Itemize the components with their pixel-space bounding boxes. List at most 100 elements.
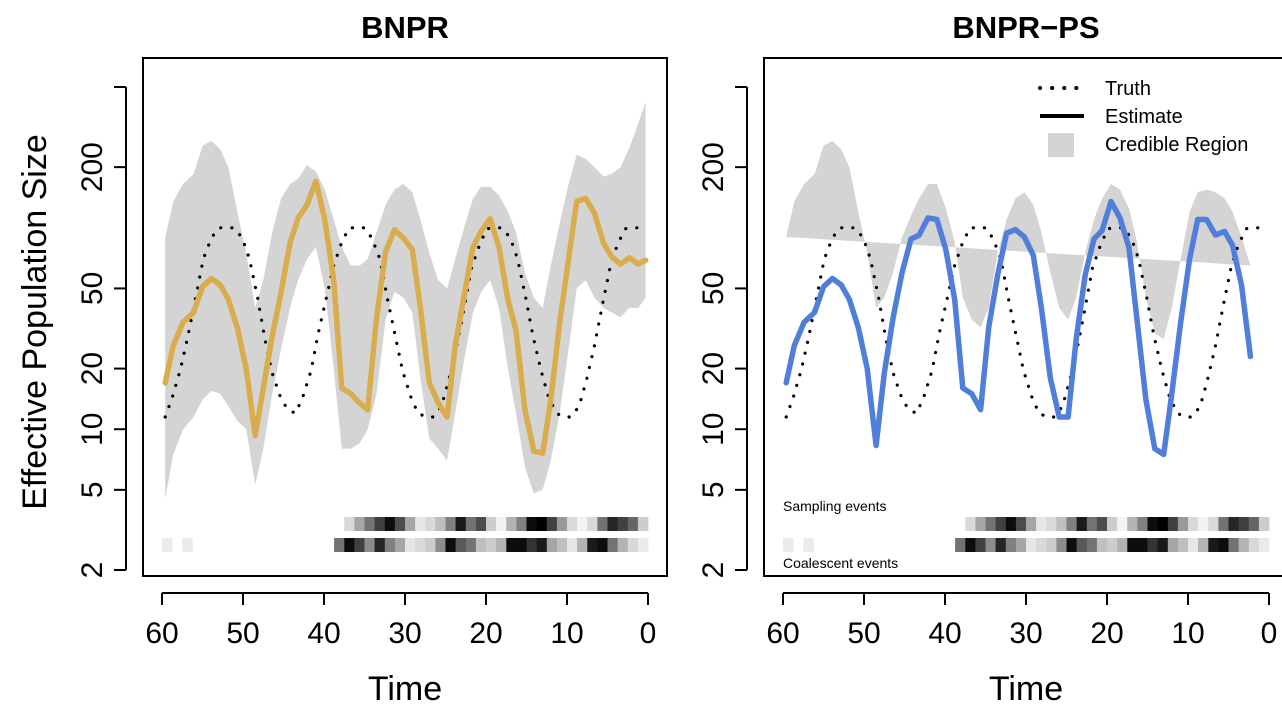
sampling-event-cell [607,517,618,531]
y-tick-label: 2 [697,562,730,579]
legend: Truth Estimate Credible Region [1038,78,1248,157]
sampling-event-cell [1005,517,1017,531]
x-tick-label: 20 [1090,617,1123,650]
sampling-event-cell [1218,517,1229,531]
y-tick-label: 50 [697,272,730,305]
sampling-event-cell [475,517,487,531]
coalescent-event-cell [516,538,527,552]
coalescent-event-cell [435,538,446,552]
coalescent-event-cell [1198,538,1209,552]
sampling-event-cell [394,517,406,531]
y-tick-label: 200 [76,142,109,192]
coalescent-event-cell [445,538,456,552]
y-tick-label: 5 [76,481,109,498]
coalescent-event-cell [1026,538,1037,552]
sampling-event-cell [1107,517,1118,531]
truth-layer [163,226,643,419]
sampling-event-cell [1228,517,1239,531]
coalescent-event-cell [617,538,629,552]
x-axis-label: Time [989,670,1063,707]
coalescent-event-cell [364,538,375,552]
coalescent-event-cell [556,538,568,552]
y-tick-label: 20 [76,352,109,385]
coalescent-event-cell [384,538,396,552]
legend-estimate-label: Estimate [1105,106,1183,128]
coalescent-event-cell [1056,538,1067,552]
coalescent-event-cell [394,538,406,552]
coalescent-event-cell [162,538,173,552]
sampling-event-cell [556,517,568,531]
coalescent-event-cell [1177,538,1189,552]
sampling-event-cell [1046,517,1057,531]
panel-bnpr: BNPR 60 50 40 30 20 10 0 2 5 10 20 50 200 Time [76,10,668,707]
sampling-event-cell [1137,517,1148,531]
coalescent-event-cell [803,538,814,552]
sampling-event-cell [985,517,996,531]
coalescent-event-cell [1117,538,1128,552]
sampling-event-cell [637,517,649,531]
strip-layer [783,517,1270,552]
estimate-layer [162,178,649,456]
x-tick-label: 40 [928,617,961,650]
coalescent-event-cell [405,538,416,552]
coalescent-event-cell [627,538,639,552]
x-tick-label: 60 [766,617,799,650]
coalescent-event-cell [546,538,558,552]
coalescent-event-cell [506,538,517,552]
x-tick-label: 0 [640,617,657,650]
band-layer [786,140,1251,340]
sampling-event-cell [364,517,375,531]
strip-layer [162,517,649,552]
sampling-event-cell [425,517,436,531]
y-axis: 2 5 10 20 50 200 [76,86,127,578]
coalescent-event-cell [1107,538,1118,552]
coalescent-event-cell [1066,538,1077,552]
y-axis-label: Effective Population Size [16,134,54,510]
sampling-event-cell [1238,517,1250,531]
coalescent-event-cell [975,538,986,552]
y-tick-label: 50 [76,272,109,305]
coalescent-event-cell [1147,538,1158,552]
coalescent-event-cell [1127,538,1138,552]
coalescent-event-cell [1036,538,1047,552]
coalescent-event-cell [965,538,976,552]
sampling-event-cell [1248,517,1260,531]
x-axis-label: Time [368,670,442,707]
coalescent-event-cell [1046,538,1057,552]
coalescent-event-cell [1208,538,1219,552]
legend-credible-swatch [1048,133,1074,157]
sampling-event-cell [435,517,446,531]
truth-line [163,226,643,419]
coalescent-event-cell [1137,538,1148,552]
x-axis: 60 50 40 30 20 10 0 [145,592,657,650]
coalescent-event-cell [1218,538,1229,552]
coalescent-event-cell [1086,538,1098,552]
sampling-event-cell [1198,517,1209,531]
coalescent-event-cell [1015,538,1027,552]
y-tick-label: 5 [697,481,730,498]
sampling-event-cell [1026,517,1037,531]
sampling-event-cell [1177,517,1189,531]
coalescent-event-cell [1188,538,1199,552]
truth-line [784,226,1264,419]
sampling-event-cell [536,517,548,531]
sampling-event-cell [516,517,527,531]
coalescent-event-cell [496,538,507,552]
coalescent-event-cell [425,538,436,552]
coalescent-event-cell [607,538,618,552]
sampling-event-cell [455,517,467,531]
coalescent-event-cell [1238,538,1250,552]
credible-region [165,102,646,500]
sampling-event-cell [617,517,629,531]
coalescent-event-cell [637,538,649,552]
coalescent-events-label: Coalescent events [783,555,898,571]
legend-truth-label: Truth [1105,78,1151,100]
coalescent-event-cell [526,538,537,552]
coalescent-event-cell [1258,538,1270,552]
sampling-event-cell [415,517,426,531]
coalescent-event-cell [354,538,365,552]
x-tick-label: 40 [307,617,340,650]
coalescent-event-cell [1157,538,1169,552]
coalescent-event-cell [1096,538,1108,552]
